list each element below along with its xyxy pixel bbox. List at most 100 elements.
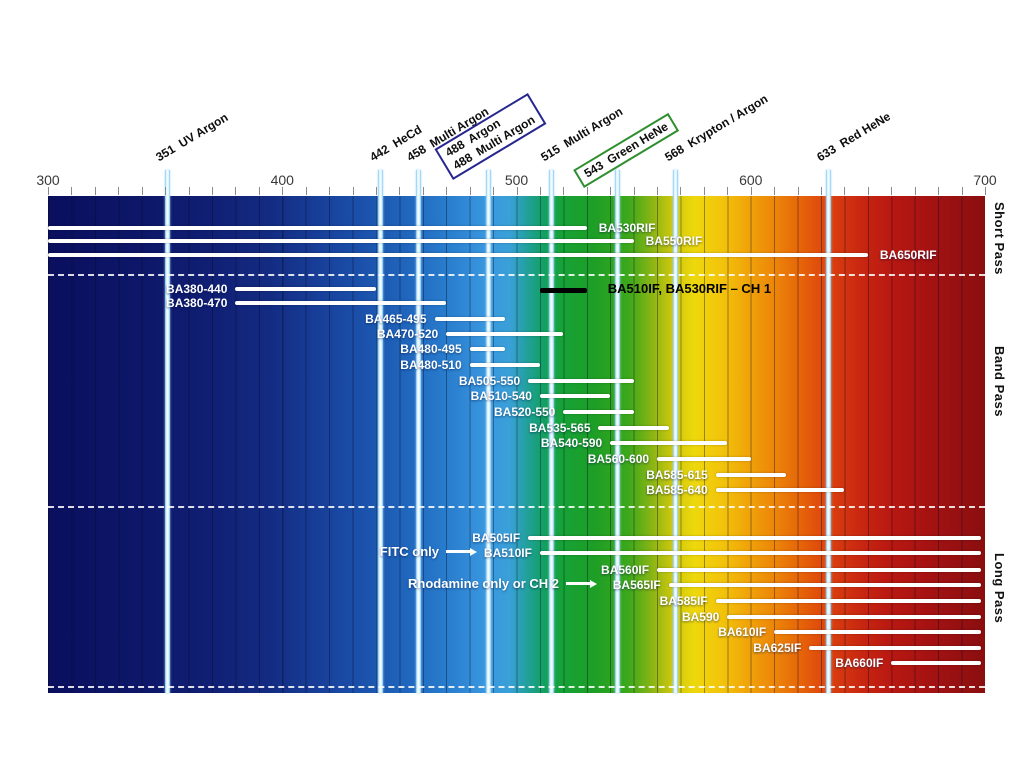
section-label-long-pass: Long Pass xyxy=(992,553,1007,624)
filter-label-ba540-590: BA540-590 xyxy=(540,436,603,450)
laser-label-351: 351 UV Argon xyxy=(154,110,232,165)
section-divider xyxy=(48,686,985,688)
axis-tick xyxy=(305,187,307,195)
laser-line-568 xyxy=(673,170,679,693)
axis-tick xyxy=(821,187,823,195)
filter-bar-ba520-550 xyxy=(563,410,634,414)
laser-line-633 xyxy=(825,170,831,693)
laser-line-442 xyxy=(378,170,384,693)
axis-tick xyxy=(844,187,846,195)
axis-tick xyxy=(914,187,916,195)
laser-label-line: 351 UV Argon xyxy=(153,110,231,165)
filter-bar-ba505if xyxy=(528,536,981,540)
filter-bar-ba380-440 xyxy=(235,287,376,291)
axis-tick xyxy=(211,187,213,195)
filter-bar-ba540-590 xyxy=(610,441,728,445)
axis-tick xyxy=(118,187,120,195)
filter-label-ba505-550: BA505-550 xyxy=(458,374,521,388)
filter-label-ba625if: BA625IF xyxy=(753,641,802,655)
annotation-text: Rhodamine only or CH 2 xyxy=(408,576,559,591)
axis-tick xyxy=(703,187,705,195)
axis-tick xyxy=(680,187,682,195)
filter-bar-ba585-615 xyxy=(715,473,786,477)
annotation-fitc: FITC only xyxy=(380,544,477,559)
laser-label-line: 633 Red HeNe xyxy=(814,109,893,165)
axis-tick xyxy=(258,187,260,195)
axis-tick xyxy=(188,187,190,195)
laser-line-515 xyxy=(549,170,555,693)
arrow-shaft xyxy=(566,582,590,585)
axis-tick xyxy=(375,187,377,195)
filter-label-ba465-495: BA465-495 xyxy=(365,312,427,326)
filter-bar-ba530rif xyxy=(48,226,587,230)
axis-tick-label: 500 xyxy=(504,172,529,188)
filter-label-ba585-640: BA585-640 xyxy=(646,483,708,497)
axis-tick xyxy=(516,187,518,195)
filter-bar-ba565if xyxy=(668,583,981,587)
filter-label-ba530rif: BA530RIF xyxy=(598,221,656,235)
filter-label-ba380-470: BA380-470 xyxy=(166,296,228,310)
filter-label-ba560-600: BA560-600 xyxy=(587,452,650,466)
filter-bar-ba660if xyxy=(891,661,981,665)
axis-tick xyxy=(750,187,752,195)
axis-tick-label: 300 xyxy=(36,172,60,188)
filter-label-ba550rif: BA550RIF xyxy=(645,234,703,248)
filter-label-ba660if: BA660IF xyxy=(835,656,884,670)
right-arrow-icon xyxy=(566,579,597,588)
axis-tick xyxy=(422,187,424,195)
filter-bar-ba560if xyxy=(657,568,981,572)
axis-tick xyxy=(657,187,659,195)
axis-tick xyxy=(165,187,167,195)
filter-label-ba510-540: BA510-540 xyxy=(470,389,532,403)
section-label-short-pass: Short Pass xyxy=(992,202,1007,275)
axis-tick xyxy=(48,187,49,195)
axis-tick xyxy=(563,187,565,195)
filter-bar-ba650rif xyxy=(48,253,868,257)
filter-bar-ba480-495 xyxy=(469,347,505,351)
filter-bar-ba510if xyxy=(539,551,981,555)
ch1-marker-bar xyxy=(539,288,587,293)
axis-tick xyxy=(610,187,612,195)
filter-label-ba565if: BA565IF xyxy=(612,578,661,592)
section-divider xyxy=(48,506,985,508)
filter-bar-ba550rif xyxy=(48,239,634,243)
axis-tick xyxy=(586,187,588,195)
filter-bar-ba510-540 xyxy=(539,394,611,398)
axis-tick xyxy=(282,187,284,195)
section-divider xyxy=(48,274,985,276)
axis-tick xyxy=(235,187,237,195)
filter-label-ba585if: BA585IF xyxy=(659,594,708,608)
filter-label-ba560if: BA560IF xyxy=(601,563,650,577)
annotation-rhodamine: Rhodamine only or CH 2 xyxy=(408,576,597,591)
axis-tick xyxy=(727,187,729,195)
filter-label-ba535-565: BA535-565 xyxy=(529,421,591,435)
filter-bar-ba625if xyxy=(809,646,981,650)
filter-bar-ba380-470 xyxy=(235,301,447,305)
axis-tick xyxy=(985,187,986,195)
spectrum-chart: BA530RIF BA550RIF BA650RIF BA380-440 BA380-4… xyxy=(48,170,985,693)
filter-label-ba590: BA590 xyxy=(681,610,720,624)
filter-label-ba520-550: BA520-550 xyxy=(493,405,556,419)
filter-label-ba650rif: BA650RIF xyxy=(879,248,937,262)
filter-bar-ba610if xyxy=(774,630,981,634)
filter-bar-ba505-550 xyxy=(528,379,634,383)
axis-tick xyxy=(774,187,776,195)
axis-tick xyxy=(633,187,635,195)
filter-bar-ba535-565 xyxy=(598,426,669,430)
axis-tick xyxy=(797,187,799,195)
laser-line-488 xyxy=(485,170,491,693)
axis-tick xyxy=(71,187,73,195)
filter-bar-ba560-600 xyxy=(657,457,751,461)
axis-tick xyxy=(891,187,893,195)
arrow-head xyxy=(590,579,597,588)
filter-label-ba480-510: BA480-510 xyxy=(400,358,462,372)
filter-label-ba510if: BA510IF xyxy=(483,546,532,560)
laser-line-458 xyxy=(415,170,421,693)
right-arrow-icon xyxy=(446,547,477,556)
filter-label-ba380-440: BA380-440 xyxy=(166,282,228,296)
section-label-band-pass: Band Pass xyxy=(992,346,1007,417)
axis-tick xyxy=(867,187,869,195)
laser-label-633: 633 Red HeNe xyxy=(814,109,893,165)
filter-bar-ba590 xyxy=(727,615,981,619)
